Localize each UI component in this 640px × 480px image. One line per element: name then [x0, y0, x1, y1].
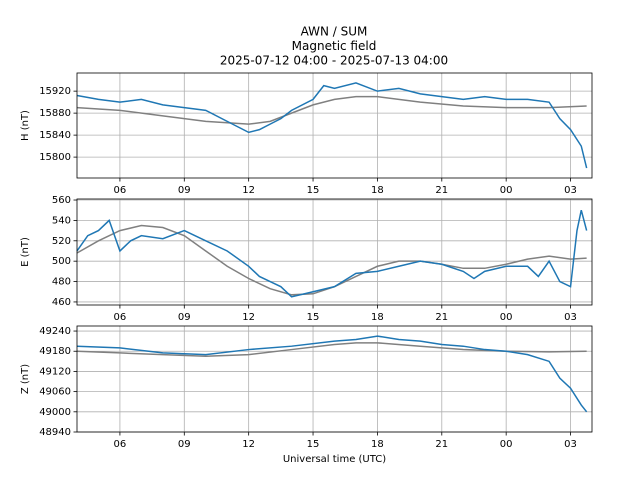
chart-title: AWN / SUM: [301, 25, 368, 39]
y-tick-label: 520: [52, 236, 71, 247]
y-axis-label: E (nT): [20, 237, 31, 267]
axes-frame: [76, 198, 593, 306]
y-tick-label: 49240: [39, 326, 71, 337]
x-tick-label: 12: [242, 312, 255, 323]
data-line: [76, 82, 588, 169]
x-tick-label: 15: [307, 312, 320, 323]
x-tick-label: 00: [500, 439, 513, 450]
y-axis-label: Z (nT): [20, 364, 31, 394]
y-tick-label: 500: [52, 256, 71, 267]
y-tick-label: 48940: [39, 427, 71, 438]
y-tick-label: 49060: [39, 387, 71, 398]
x-axis-label: Universal time (UTC): [283, 454, 386, 465]
x-tick-label: 21: [435, 439, 448, 450]
axes-frame: [76, 72, 593, 179]
x-tick-label: 03: [564, 185, 577, 196]
axes-frame: [76, 325, 593, 433]
x-tick-label: 12: [242, 439, 255, 450]
x-tick-label: 03: [564, 439, 577, 450]
x-tick-label: 15: [307, 439, 320, 450]
chart-title: Magnetic field: [292, 39, 377, 53]
x-tick-label: 18: [371, 312, 384, 323]
y-axis-label: H (nT): [20, 110, 31, 141]
x-tick-label: 12: [242, 185, 255, 196]
y-tick-label: 480: [52, 277, 71, 288]
y-tick-label: 460: [52, 297, 71, 308]
data-line: [76, 95, 587, 125]
x-tick-label: 21: [435, 312, 448, 323]
chart-title: 2025-07-12 04:00 - 2025-07-13 04:00: [220, 54, 448, 68]
x-tick-label: 21: [435, 185, 448, 196]
y-tick-label: 49120: [39, 366, 71, 377]
y-tick-label: 15880: [39, 108, 71, 119]
y-tick-label: 49000: [39, 407, 71, 418]
y-tick-label: 49180: [39, 346, 71, 357]
x-tick-label: 03: [564, 312, 577, 323]
x-tick-label: 06: [114, 439, 127, 450]
data-line: [76, 335, 588, 413]
y-tick-label: 15920: [39, 86, 71, 97]
y-tick-label: 540: [52, 215, 71, 226]
data-line: [76, 224, 587, 296]
x-tick-label: 09: [178, 439, 191, 450]
y-tick-label: 15840: [39, 130, 71, 141]
x-tick-label: 09: [178, 312, 191, 323]
data-line: [76, 342, 587, 358]
x-tick-label: 06: [114, 312, 127, 323]
x-tick-label: 00: [500, 312, 513, 323]
data-line: [76, 210, 588, 298]
y-tick-label: 15800: [39, 152, 71, 163]
x-tick-label: 00: [500, 185, 513, 196]
y-tick-label: 560: [52, 195, 71, 206]
x-tick-label: 15: [307, 185, 320, 196]
x-tick-label: 18: [371, 439, 384, 450]
x-tick-label: 09: [178, 185, 191, 196]
x-tick-label: 18: [371, 185, 384, 196]
x-tick-label: 06: [114, 185, 127, 196]
